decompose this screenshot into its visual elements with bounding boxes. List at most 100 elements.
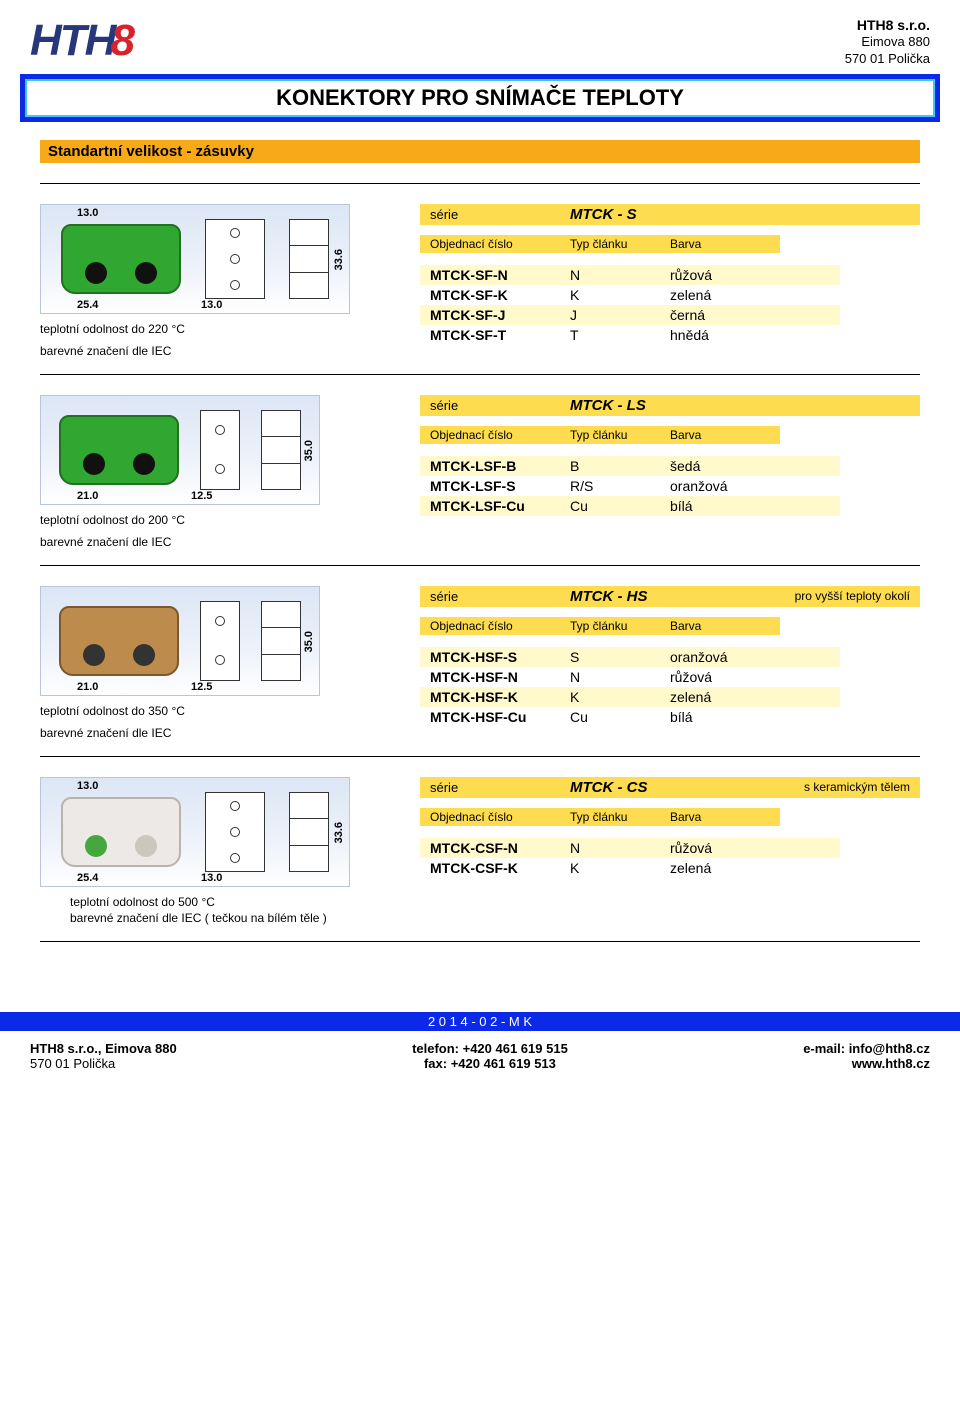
title-bar: KONEKTORY PRO SNÍMAČE TEPLOTY	[20, 74, 940, 122]
column-headers: Objednací číslo Typ článku Barva	[420, 808, 780, 826]
subtitle-bar: Standartní velikost - zásuvky	[40, 140, 920, 163]
tech-drawing	[200, 410, 240, 490]
cell-type: B	[570, 458, 670, 474]
cell-color: růžová	[670, 267, 712, 283]
footer-email: e-mail: info@hth8.cz	[803, 1041, 930, 1056]
company-addr2: 570 01 Polička	[845, 51, 930, 68]
series-label: série	[430, 589, 570, 604]
series-bar: série MTCK - HS pro vyšší teploty okolí	[420, 586, 920, 607]
logo: HTH8	[30, 16, 133, 66]
cell-color: oranžová	[670, 478, 728, 494]
revision-bar: 2 0 1 4 - 0 2 - M K	[0, 1012, 960, 1031]
cell-type: J	[570, 307, 670, 323]
series-label: série	[430, 207, 570, 222]
tech-drawing	[205, 792, 265, 872]
company-name: HTH8 s.r.o.	[845, 16, 930, 34]
cell-type: Cu	[570, 709, 670, 725]
cell-order: MTCK-LSF-B	[430, 458, 570, 474]
cell-type: S	[570, 649, 670, 665]
table-row: MTCK-HSF-NNrůžová	[420, 667, 840, 687]
cell-order: MTCK-HSF-N	[430, 669, 570, 685]
cell-type: R/S	[570, 478, 670, 494]
cell-color: růžová	[670, 669, 712, 685]
dim-bl: 21.0	[77, 681, 98, 693]
col-color: Barva	[670, 237, 701, 251]
table-rows-s3: MTCK-HSF-SSoranžováMTCK-HSF-NNrůžováMTCK…	[420, 647, 920, 727]
cell-order: MTCK-HSF-S	[430, 649, 570, 665]
iec-note: barevné značení dle IEC	[40, 344, 390, 358]
side-drawing	[261, 410, 301, 490]
side-drawing	[261, 601, 301, 681]
dim-side: 35.0	[303, 440, 315, 461]
cell-color: černá	[670, 307, 705, 323]
section-mtck-s: 13.0 25.4 13.0 33.6 teplotní odolnost do…	[40, 183, 920, 375]
footer-fax: fax: +420 461 619 513	[412, 1056, 568, 1071]
table-row: MTCK-LSF-CuCubílá	[420, 496, 840, 516]
section-mtck-hs: 21.0 12.5 35.0 teplotní odolnost do 350 …	[40, 566, 920, 757]
col-color: Barva	[670, 810, 701, 824]
series-label: série	[430, 780, 570, 795]
footer-web: www.hth8.cz	[803, 1056, 930, 1071]
cell-color: bílá	[670, 498, 693, 514]
diagram-s4: 13.0 25.4 13.0 33.6	[40, 777, 350, 887]
cell-order: MTCK-SF-N	[430, 267, 570, 283]
connector-photo-white	[61, 797, 181, 867]
series-bar: série MTCK - S	[420, 204, 920, 225]
side-drawing	[289, 792, 329, 872]
cell-type: K	[570, 689, 670, 705]
cell-color: zelená	[670, 860, 711, 876]
series-name: MTCK - CS	[570, 779, 648, 796]
footer-left: HTH8 s.r.o., Eimova 880 570 01 Polička	[30, 1041, 177, 1071]
table-row: MTCK-SF-TThnědá	[420, 325, 840, 345]
series-bar: série MTCK - CS s keramickým tělem	[420, 777, 920, 798]
cell-color: oranžová	[670, 649, 728, 665]
col-order: Objednací číslo	[430, 428, 570, 442]
page-header: HTH8 HTH8 s.r.o. Eimova 880 570 01 Polič…	[0, 0, 960, 74]
connector-photo-orange	[59, 606, 179, 676]
col-order: Objednací číslo	[430, 619, 570, 633]
cell-type: Cu	[570, 498, 670, 514]
cell-type: N	[570, 267, 670, 283]
table-row: MTCK-LSF-SR/Soranžová	[420, 476, 840, 496]
series-name: MTCK - S	[570, 206, 637, 223]
dim-br: 12.5	[191, 490, 212, 502]
connector-photo-green	[59, 415, 179, 485]
footer-city: 570 01 Polička	[30, 1056, 177, 1071]
iec-note: barevné značení dle IEC	[40, 726, 390, 740]
table-rows-s2: MTCK-LSF-BBšedáMTCK-LSF-SR/SoranžováMTCK…	[420, 456, 920, 516]
cell-color: růžová	[670, 840, 712, 856]
page-footer: HTH8 s.r.o., Eimova 880 570 01 Polička t…	[0, 1031, 960, 1091]
cell-color: zelená	[670, 287, 711, 303]
cell-order: MTCK-CSF-N	[430, 840, 570, 856]
cell-type: T	[570, 327, 670, 343]
cell-type: K	[570, 860, 670, 876]
table-row: MTCK-LSF-BBšedá	[420, 456, 840, 476]
cell-order: MTCK-HSF-Cu	[430, 709, 570, 725]
table-row: MTCK-SF-JJčerná	[420, 305, 840, 325]
series-bar: série MTCK - LS	[420, 395, 920, 416]
iec-note: barevné značení dle IEC ( tečkou na bílé…	[70, 911, 920, 925]
cell-type: N	[570, 669, 670, 685]
col-type: Typ článku	[570, 237, 670, 251]
cell-color: zelená	[670, 689, 711, 705]
footer-right: e-mail: info@hth8.cz www.hth8.cz	[803, 1041, 930, 1071]
section-mtck-ls: 21.0 12.5 35.0 teplotní odolnost do 200 …	[40, 375, 920, 566]
series-extra: s keramickým tělem	[804, 780, 910, 794]
column-headers: Objednací číslo Typ článku Barva	[420, 235, 780, 253]
table-row: MTCK-HSF-KKzelená	[420, 687, 840, 707]
series-name: MTCK - HS	[570, 588, 648, 605]
tech-drawing	[205, 219, 265, 299]
cell-order: MTCK-SF-J	[430, 307, 570, 323]
table-rows-s4: MTCK-CSF-NNrůžováMTCK-CSF-KKzelená	[420, 838, 920, 878]
series-label: série	[430, 398, 570, 413]
series-name: MTCK - LS	[570, 397, 646, 414]
col-color: Barva	[670, 428, 701, 442]
dim-top: 13.0	[77, 207, 98, 219]
cell-color: hnědá	[670, 327, 709, 343]
dim-bl: 21.0	[77, 490, 98, 502]
cell-order: MTCK-SF-K	[430, 287, 570, 303]
table-row: MTCK-HSF-SSoranžová	[420, 647, 840, 667]
table-rows-s1: MTCK-SF-NNrůžováMTCK-SF-KKzelenáMTCK-SF-…	[420, 265, 920, 345]
dim-br: 13.0	[201, 872, 222, 884]
footer-mid: telefon: +420 461 619 515 fax: +420 461 …	[412, 1041, 568, 1071]
